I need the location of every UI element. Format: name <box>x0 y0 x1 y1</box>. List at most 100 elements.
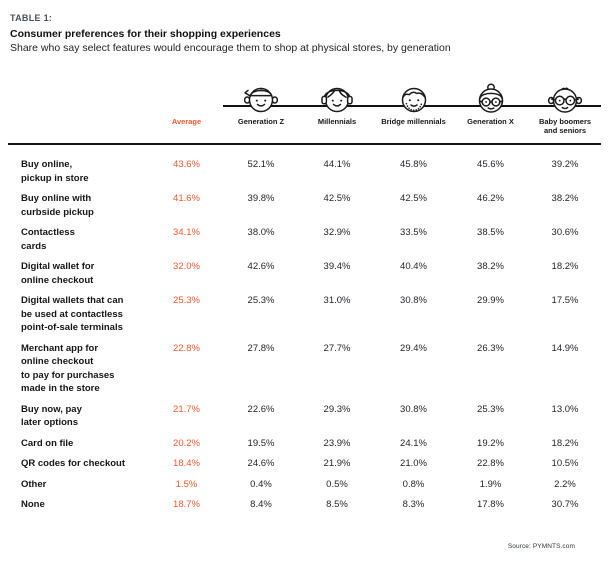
generation-value: 18.2% <box>551 437 579 449</box>
source-credit: Source: PYMNTS.com <box>507 543 575 550</box>
baby-boomers-column-label: Baby boomers and seniors <box>538 117 592 135</box>
table-row: Card on file 20.2% 19.5% 23.9% 24.1% 19.2% 18.… <box>8 437 601 451</box>
table-column-header-row: Average Generation Z <box>8 81 601 135</box>
average-value: 22.8% <box>173 342 200 354</box>
column-header-bridge-millennials: Bridge millennials <box>375 81 452 135</box>
average-value: 43.6% <box>173 159 200 170</box>
generation-value: 14.9% <box>551 342 579 354</box>
column-header-generation-z: Generation Z <box>223 81 299 135</box>
generation-value: 42.5% <box>400 193 427 204</box>
average-value: 41.6% <box>173 193 200 204</box>
generation-value: 39.8% <box>247 193 275 204</box>
bridge-millennials-face-icon <box>393 81 435 115</box>
row-label: Buy online, pickup in store <box>21 159 89 184</box>
generation-value: 22.8% <box>477 458 504 469</box>
generation-value: 19.5% <box>247 437 275 449</box>
table-row: Contactless cards 34.1% 38.0% 32.9% 33.5% 38.… <box>8 226 601 253</box>
table-row: Buy online with curbside pickup 41.6% 39.8… <box>8 192 601 219</box>
generation-value: 24.1% <box>400 437 427 449</box>
generation-value: 22.6% <box>247 403 275 415</box>
row-label: Other <box>21 478 47 490</box>
generation-value: 18.2% <box>551 261 579 272</box>
generation-value: 25.3% <box>247 295 275 306</box>
table-body: Buy online, pickup in store 43.6% 52.1% 44.… <box>8 158 608 512</box>
table-subtitle: Share who say select features would enco… <box>10 42 451 54</box>
generation-value: 13.0% <box>551 403 579 415</box>
title-block: TABLE 1: Consumer preferences for their … <box>8 13 608 55</box>
row-label: Buy online with curbside pickup <box>21 193 94 218</box>
generation-value: 42.5% <box>323 193 351 204</box>
row-label-column-header <box>8 81 150 135</box>
average-value: 18.4% <box>173 458 200 469</box>
generation-value: 29.3% <box>323 403 351 415</box>
millennials-face-icon <box>316 81 358 115</box>
generation-value: 8.5% <box>326 499 348 510</box>
row-label: Digital wallets that can be used at cont… <box>21 295 124 333</box>
generation-value: 2.2% <box>554 478 576 490</box>
average-value: 34.1% <box>173 227 200 238</box>
table-header-rule <box>8 143 601 145</box>
generation-value: 27.7% <box>323 342 351 354</box>
generation-value: 8.3% <box>402 499 425 510</box>
average-value: 21.7% <box>173 403 200 415</box>
generation-value: 52.1% <box>247 159 275 170</box>
column-header-generation-x: Generation X <box>452 81 529 135</box>
generation-value: 39.2% <box>551 159 579 170</box>
generation-value: 17.5% <box>551 295 579 306</box>
generation-value: 21.9% <box>323 458 351 469</box>
generation-value: 40.4% <box>400 261 427 272</box>
generation-z-face-icon <box>240 81 282 115</box>
generation-value: 30.6% <box>551 227 579 238</box>
generation-value: 30.8% <box>400 295 427 306</box>
average-value: 18.7% <box>173 499 200 510</box>
generation-value: 30.7% <box>551 499 579 510</box>
generation-value: 45.6% <box>477 159 504 170</box>
generation-value: 21.0% <box>400 458 427 469</box>
table-row: Digital wallets that can be used at cont… <box>8 294 601 335</box>
table-row: Digital wallet for online checkout 32.0% 4… <box>8 260 601 287</box>
table-title: Consumer preferences for their shopping … <box>10 28 281 40</box>
generation-value: 46.2% <box>477 193 504 204</box>
average-column-label: Average <box>171 117 202 126</box>
table-row: Buy now, pay later options 21.7% 22.6% 29.3… <box>8 403 601 430</box>
generation-value: 23.9% <box>323 437 351 449</box>
average-value: 20.2% <box>173 437 200 449</box>
generation-value: 25.3% <box>477 403 504 415</box>
row-label: Card on file <box>21 437 74 449</box>
table-number: TABLE 1: <box>10 13 53 23</box>
generation-value: 31.0% <box>323 295 351 306</box>
generation-value: 44.1% <box>323 159 351 170</box>
generation-value: 8.4% <box>250 499 272 510</box>
table-row: Merchant app for online checkout to pay … <box>8 342 601 396</box>
generation-value: 42.6% <box>247 261 275 272</box>
baby-boomers-face-icon <box>544 81 586 115</box>
generation-value: 0.4% <box>250 478 272 490</box>
generation-x-face-icon <box>470 81 512 115</box>
row-label: Digital wallet for online checkout <box>21 261 95 286</box>
generation-value: 38.2% <box>551 193 579 204</box>
generation-value: 29.4% <box>400 342 427 354</box>
column-header-average: Average <box>150 81 223 135</box>
generation-value: 0.8% <box>402 478 425 490</box>
row-label: None <box>21 499 45 510</box>
generation-value: 0.5% <box>326 478 348 490</box>
generation-value: 33.5% <box>400 227 427 238</box>
generation-value: 27.8% <box>247 342 275 354</box>
column-header-baby-boomers: Baby boomers and seniors <box>529 81 601 135</box>
row-label: Merchant app for online checkout to pay … <box>21 342 115 395</box>
row-label: Contactless cards <box>21 227 75 252</box>
column-header-millennials: Millennials <box>299 81 375 135</box>
generation-value: 32.9% <box>323 227 351 238</box>
generation-value: 17.8% <box>477 499 504 510</box>
row-label: Buy now, pay later options <box>21 403 82 429</box>
bridge-millennials-column-label: Bridge millennials <box>381 117 446 126</box>
generation-value: 24.6% <box>247 458 275 469</box>
generation-value: 29.9% <box>477 295 504 306</box>
table-row: QR codes for checkout 18.4% 24.6% 21.9% 21.0… <box>8 457 601 471</box>
generation-value: 38.5% <box>477 227 504 238</box>
generation-value: 45.8% <box>400 159 427 170</box>
generation-z-column-label: Generation Z <box>237 117 285 126</box>
average-value: 32.0% <box>173 261 200 272</box>
average-value: 1.5% <box>175 478 198 490</box>
